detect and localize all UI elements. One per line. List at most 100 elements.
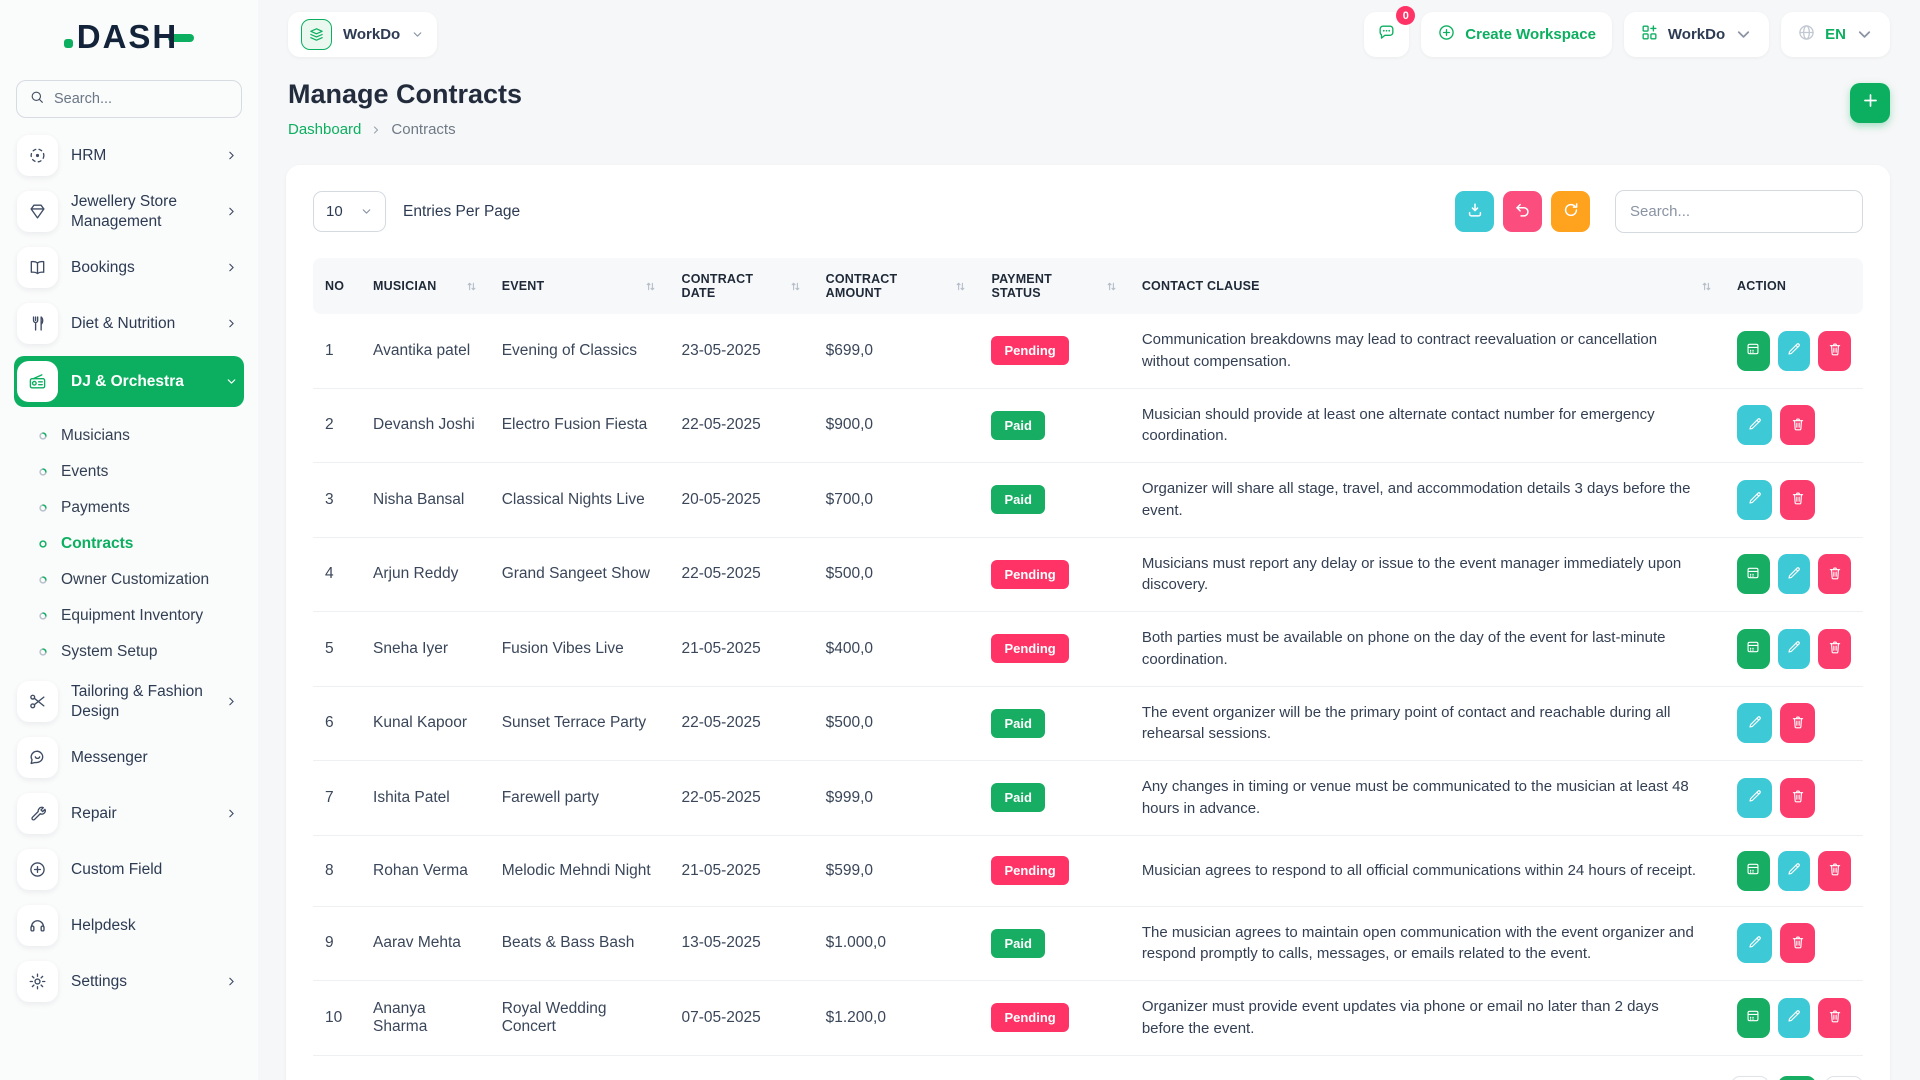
- reset-button[interactable]: [1503, 191, 1542, 232]
- edit-button[interactable]: [1778, 331, 1811, 371]
- musician-name: Rohan Verma: [361, 835, 490, 906]
- pay-button[interactable]: [1737, 851, 1770, 891]
- workdo-menu-button[interactable]: WorkDo: [1624, 12, 1769, 57]
- sidebar-subitem-musicians[interactable]: Musicians: [14, 418, 244, 454]
- column-header-musician[interactable]: MUSICIAN: [361, 258, 490, 314]
- sort-icon[interactable]: [644, 280, 657, 293]
- sidebar-subitem-contracts[interactable]: Contracts: [14, 526, 244, 562]
- sidebar-subitem-events[interactable]: Events: [14, 454, 244, 490]
- sort-icon[interactable]: [954, 280, 967, 293]
- row-number: 6: [313, 686, 361, 761]
- export-button[interactable]: [1455, 191, 1494, 232]
- previous-page-button[interactable]: [1731, 1076, 1769, 1080]
- table-search-input[interactable]: [1630, 203, 1848, 220]
- sidebar-search[interactable]: [16, 80, 242, 118]
- add-contract-button[interactable]: [1850, 83, 1890, 123]
- pay-button[interactable]: [1737, 998, 1770, 1038]
- pay-icon: [1745, 565, 1761, 584]
- action-buttons: [1737, 629, 1851, 669]
- delete-icon: [1827, 341, 1843, 360]
- sidebar-item-messenger[interactable]: Messenger: [14, 734, 244, 781]
- edit-button[interactable]: [1737, 480, 1772, 520]
- delete-button[interactable]: [1818, 851, 1851, 891]
- delete-button[interactable]: [1780, 923, 1815, 963]
- delete-button[interactable]: [1818, 554, 1851, 594]
- sidebar-item-settings[interactable]: Settings: [14, 958, 244, 1005]
- delete-button[interactable]: [1780, 480, 1815, 520]
- pay-button[interactable]: [1737, 629, 1770, 669]
- delete-button[interactable]: [1818, 331, 1851, 371]
- edit-button[interactable]: [1737, 405, 1772, 445]
- delete-button[interactable]: [1780, 703, 1815, 743]
- messages-button[interactable]: 0: [1364, 12, 1409, 57]
- chevron-right-icon: [225, 975, 238, 988]
- topbar: WorkDo 0 Create Workspace WorkDo: [258, 0, 1920, 57]
- sidebar-item-helpdesk[interactable]: Helpdesk: [14, 902, 244, 949]
- row-number: 3: [313, 463, 361, 538]
- table-row: 4Arjun ReddyGrand Sangeet Show22-05-2025…: [313, 537, 1863, 612]
- delete-button[interactable]: [1780, 778, 1815, 818]
- reload-button[interactable]: [1551, 191, 1590, 232]
- edit-button[interactable]: [1737, 778, 1772, 818]
- entries-label: Entries Per Page: [403, 203, 520, 221]
- next-page-button[interactable]: [1825, 1076, 1863, 1080]
- sort-icon[interactable]: [465, 280, 478, 293]
- edit-button[interactable]: [1778, 629, 1811, 669]
- table-row: 1Avantika patelEvening of Classics23-05-…: [313, 314, 1863, 388]
- edit-button[interactable]: [1778, 554, 1811, 594]
- table-search[interactable]: [1615, 190, 1863, 233]
- column-header-event[interactable]: EVENT: [490, 258, 670, 314]
- row-number: 9: [313, 906, 361, 981]
- pay-icon: [1745, 861, 1761, 880]
- edit-icon: [1747, 416, 1763, 435]
- contract-amount: $400,0: [814, 612, 980, 687]
- sidebar-item-jewellery-store-management[interactable]: Jewellery Store Management: [14, 188, 244, 235]
- action-buttons: [1737, 778, 1851, 818]
- sidebar-subitem-owner-customization[interactable]: Owner Customization: [14, 562, 244, 598]
- page-title: Manage Contracts: [288, 79, 1890, 110]
- musician-name: Aarav Mehta: [361, 906, 490, 981]
- logo-text: DASH: [77, 18, 179, 56]
- delete-button[interactable]: [1818, 629, 1851, 669]
- sidebar-item-dj-orchestra[interactable]: DJ & Orchestra: [14, 356, 244, 407]
- sidebar-subitem-system-setup[interactable]: System Setup: [14, 634, 244, 670]
- language-selector[interactable]: EN: [1781, 12, 1890, 57]
- delete-button[interactable]: [1818, 998, 1851, 1038]
- column-header-contract-date[interactable]: CONTRACT DATE: [669, 258, 813, 314]
- delete-button[interactable]: [1780, 405, 1815, 445]
- edit-button[interactable]: [1778, 851, 1811, 891]
- page-number-button[interactable]: 1: [1778, 1076, 1816, 1080]
- edit-button[interactable]: [1778, 998, 1811, 1038]
- pay-button[interactable]: [1737, 554, 1770, 594]
- table-row: 5Sneha IyerFusion Vibes Live21-05-2025$4…: [313, 612, 1863, 687]
- sort-icon[interactable]: [1700, 280, 1713, 293]
- sidebar-item-bookings[interactable]: Bookings: [14, 244, 244, 291]
- sidebar-item-hrm[interactable]: HRM: [14, 132, 244, 179]
- entries-per-page-select[interactable]: 10: [313, 191, 386, 232]
- breadcrumb-dashboard-link[interactable]: Dashboard: [288, 121, 361, 138]
- sort-icon[interactable]: [1105, 280, 1118, 293]
- pay-button[interactable]: [1737, 331, 1770, 371]
- column-header-contact-clause[interactable]: CONTACT CLAUSE: [1130, 258, 1725, 314]
- sidebar-search-input[interactable]: [54, 91, 229, 107]
- sidebar-item-repair[interactable]: Repair: [14, 790, 244, 837]
- edit-icon: [1786, 639, 1802, 658]
- card-footer: Showing 1 to 10 of 10 entries 1: [313, 1076, 1863, 1080]
- workspace-selector[interactable]: WorkDo: [288, 12, 437, 57]
- contract-amount: $900,0: [814, 388, 980, 463]
- column-header-contract-amount[interactable]: CONTRACT AMOUNT: [814, 258, 980, 314]
- column-header-payment-status[interactable]: PAYMENT STATUS: [979, 258, 1129, 314]
- sidebar-subitem-equipment-inventory[interactable]: Equipment Inventory: [14, 598, 244, 634]
- contract-date: 13-05-2025: [669, 906, 813, 981]
- sidebar-item-tailoring-fashion-design[interactable]: Tailoring & Fashion Design: [14, 678, 244, 725]
- create-workspace-button[interactable]: Create Workspace: [1421, 12, 1612, 57]
- sort-icon[interactable]: [789, 280, 802, 293]
- sidebar-item-custom-field[interactable]: Custom Field: [14, 846, 244, 893]
- edit-button[interactable]: [1737, 923, 1772, 963]
- column-label: ACTION: [1737, 279, 1786, 293]
- sidebar-item-diet-nutrition[interactable]: Diet & Nutrition: [14, 300, 244, 347]
- pay-icon: [1745, 639, 1761, 658]
- sidebar-subitem-payments[interactable]: Payments: [14, 490, 244, 526]
- edit-button[interactable]: [1737, 703, 1772, 743]
- payment-status-cell: Pending: [979, 314, 1129, 388]
